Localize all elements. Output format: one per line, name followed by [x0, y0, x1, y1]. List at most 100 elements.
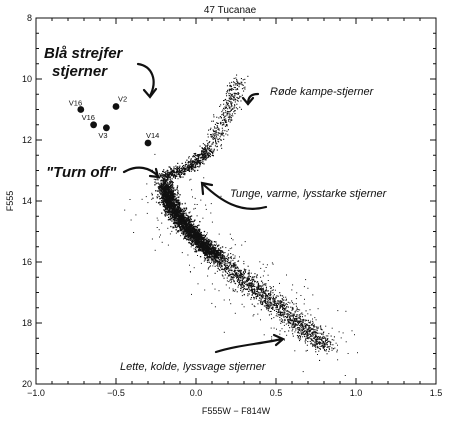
main-sequence-star — [200, 243, 203, 245]
main-sequence-star — [226, 258, 228, 260]
main-sequence-star — [175, 213, 177, 215]
red-giant-star — [222, 132, 224, 134]
main-sequence-star — [269, 295, 271, 297]
main-sequence-star — [169, 194, 171, 197]
red-giant-star — [242, 79, 244, 81]
main-sequence-star — [285, 307, 287, 309]
subgiant-star — [164, 178, 166, 180]
main-sequence-star — [276, 305, 278, 307]
subgiant-star — [197, 160, 199, 162]
red-giant-star — [224, 106, 226, 108]
main-sequence-star — [265, 287, 267, 289]
subgiant-star — [169, 178, 171, 181]
main-sequence-star — [171, 192, 173, 194]
main-sequence-star — [176, 222, 179, 224]
red-giant-star — [214, 145, 216, 147]
red-giant-star — [223, 108, 225, 110]
main-sequence-star — [312, 320, 314, 322]
subgiant-star — [164, 176, 166, 178]
red-giant-star — [210, 136, 212, 138]
subgiant-star — [171, 175, 173, 177]
main-sequence-star — [247, 265, 249, 267]
main-sequence-star — [181, 232, 183, 234]
main-sequence-star — [310, 330, 312, 332]
red-giant-star — [234, 110, 236, 112]
main-sequence-star — [216, 261, 218, 263]
main-sequence-star — [290, 319, 292, 321]
main-sequence-star — [166, 176, 168, 178]
main-sequence-star — [173, 204, 176, 207]
main-sequence-star — [275, 301, 277, 303]
subgiant-star — [194, 155, 196, 157]
main-sequence-star — [212, 244, 214, 246]
main-sequence-star — [315, 339, 317, 341]
red-giant-star — [226, 130, 228, 132]
main-sequence-star — [179, 215, 181, 217]
main-sequence-star — [280, 321, 282, 323]
main-sequence-star — [252, 292, 254, 294]
main-sequence-star — [185, 233, 187, 235]
main-sequence-star — [240, 272, 242, 274]
main-sequence-star — [187, 232, 190, 234]
main-sequence-star — [209, 248, 211, 251]
subgiant-star — [179, 171, 181, 173]
main-sequence-star — [273, 304, 275, 306]
main-sequence-star — [285, 310, 287, 312]
subgiant-star — [196, 161, 198, 163]
main-sequence-star — [254, 290, 256, 292]
main-sequence-star — [225, 271, 227, 273]
main-sequence-star — [314, 345, 316, 347]
main-sequence-star — [299, 328, 301, 330]
red-giant-star — [230, 117, 232, 119]
subgiant-star — [197, 165, 199, 168]
main-sequence-star — [192, 236, 194, 238]
main-sequence-star — [230, 266, 232, 268]
main-sequence-star — [217, 262, 219, 264]
main-sequence-star — [189, 239, 192, 241]
main-sequence-star — [178, 218, 181, 220]
main-sequence-star — [165, 202, 167, 204]
subgiant-star — [212, 154, 214, 156]
subgiant-star — [198, 166, 200, 168]
red-giant-star — [225, 107, 227, 109]
main-sequence-star — [195, 226, 198, 228]
main-sequence-star — [256, 282, 258, 284]
main-sequence-star — [313, 344, 315, 346]
subgiant-star — [205, 159, 207, 161]
subgiant-star — [202, 149, 204, 151]
main-sequence-star — [239, 276, 241, 278]
main-sequence-star — [205, 244, 207, 247]
main-sequence-star — [166, 197, 168, 199]
main-sequence-star — [259, 285, 261, 287]
main-sequence-star — [202, 247, 204, 249]
main-sequence-star — [186, 229, 188, 231]
red-giant-star — [211, 136, 213, 138]
main-sequence-star — [179, 224, 181, 226]
main-sequence-star — [199, 247, 201, 249]
main-sequence-star — [167, 178, 169, 180]
main-sequence-star — [201, 245, 203, 248]
red-giant-star — [229, 106, 231, 108]
main-sequence-star — [165, 199, 167, 201]
main-sequence-star — [209, 252, 212, 254]
main-sequence-star — [299, 335, 301, 337]
main-sequence-star — [291, 309, 293, 311]
red-giant-star — [228, 119, 230, 121]
main-sequence-star — [252, 285, 254, 287]
main-sequence-star — [242, 283, 244, 285]
main-sequence-star — [281, 314, 283, 316]
main-sequence-star — [315, 331, 317, 333]
subgiant-star — [164, 174, 166, 176]
main-sequence-star — [296, 324, 298, 326]
main-sequence-star — [158, 187, 160, 189]
main-sequence-star — [286, 315, 288, 317]
main-sequence-star — [178, 196, 180, 198]
main-sequence-star — [248, 276, 250, 278]
main-sequence-star — [283, 312, 285, 314]
red-giant-star — [221, 114, 223, 116]
main-sequence-star — [243, 273, 245, 275]
main-sequence-star — [275, 297, 277, 299]
subgiant-star — [196, 161, 198, 163]
subgiant-star — [194, 167, 196, 169]
main-sequence-star — [216, 261, 218, 263]
